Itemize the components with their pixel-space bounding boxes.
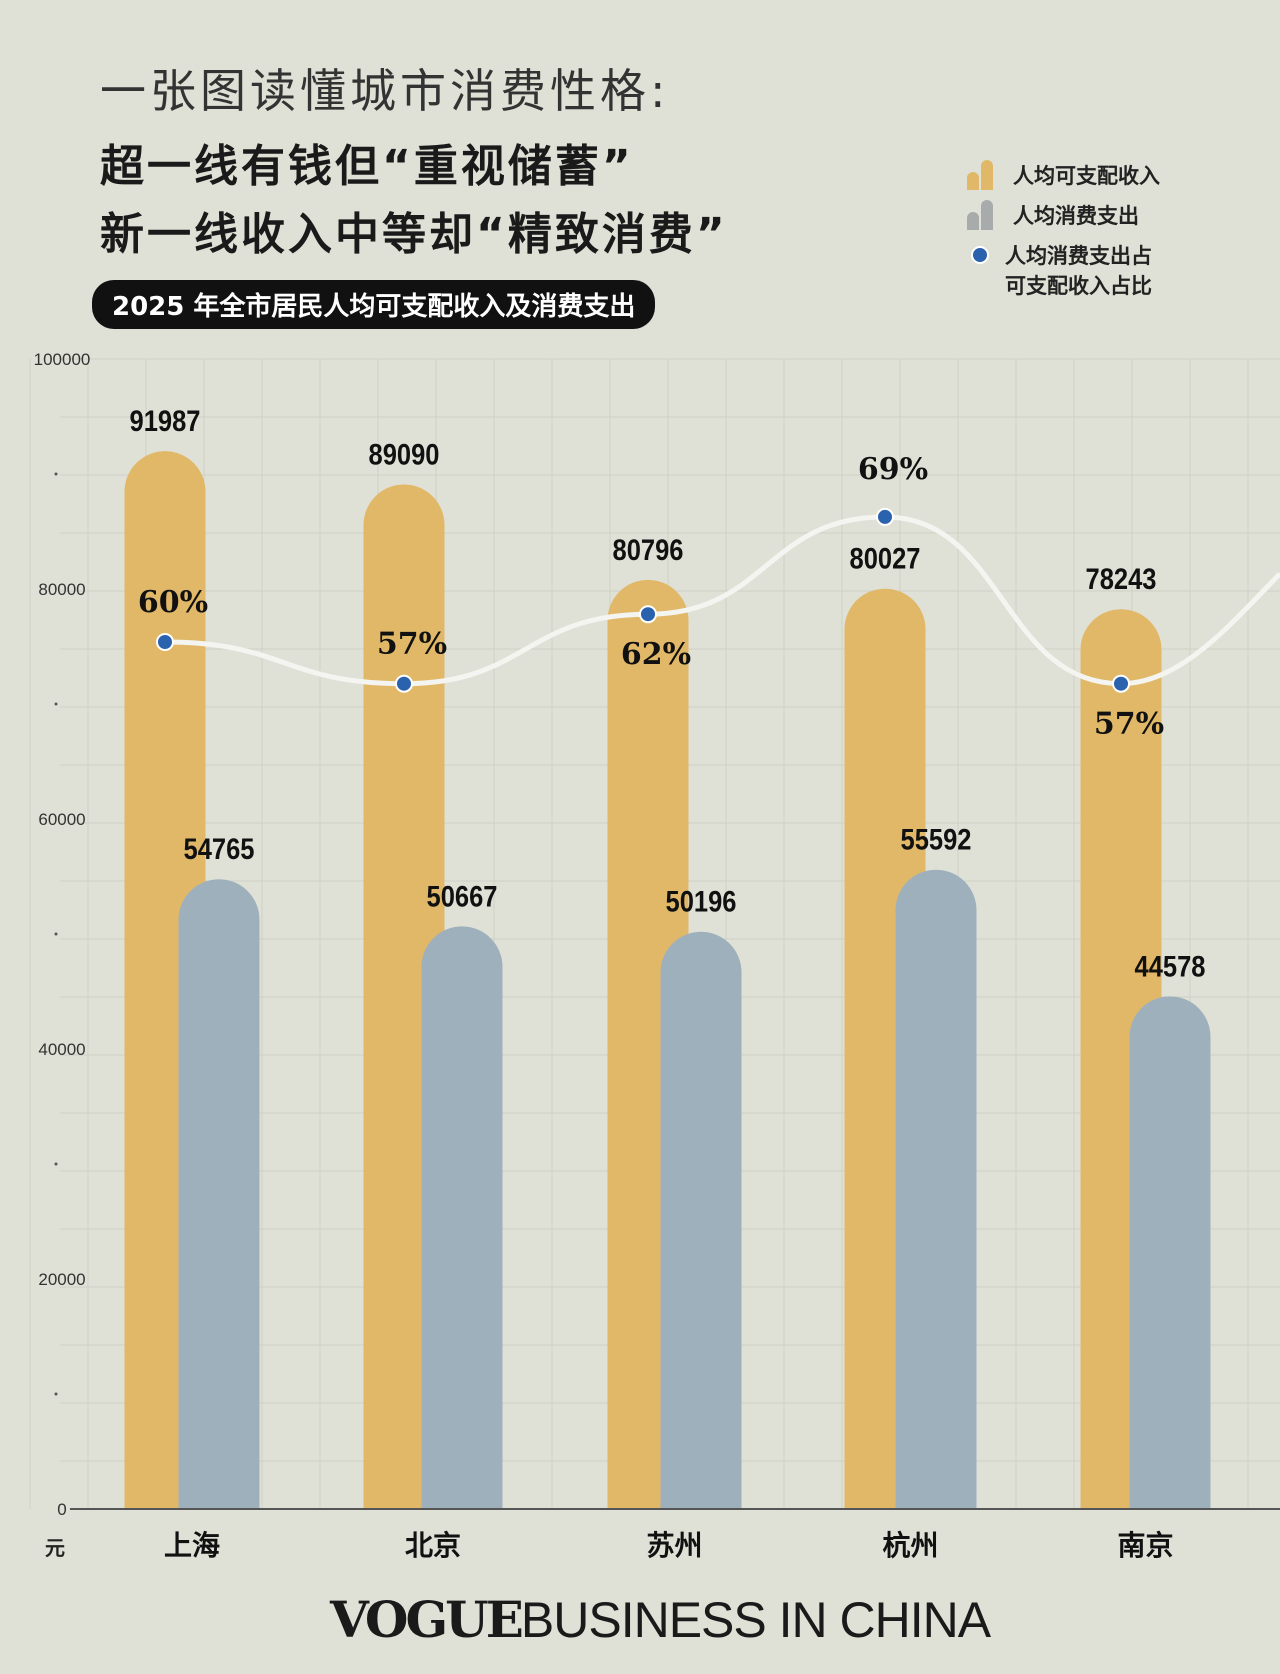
spending-bar [178, 879, 260, 1509]
ratio-point [156, 633, 174, 651]
spending-bar-label: 44578 [1135, 949, 1206, 982]
y-minor-tick [54, 702, 58, 706]
legend-label: 人均消费支出占 可支配收入占比 [1005, 240, 1152, 300]
income-bar-label: 91987 [130, 404, 201, 437]
x-tick-label: 苏州 [646, 1529, 702, 1562]
brand-logo: VOGUEBUSINESS IN CHINA [330, 1590, 991, 1649]
income-bar-label: 89090 [369, 438, 440, 471]
y-tick-label: 20000 [38, 1270, 85, 1289]
legend-label-line2: 可支配收入占比 [1005, 274, 1152, 298]
title-line1: 一张图读懂城市消费性格: [100, 64, 670, 118]
x-tick-label: 南京 [1117, 1529, 1173, 1562]
ratio-label: 60% [138, 585, 208, 620]
y-minor-tick [54, 1162, 58, 1166]
income-bar-label: 80027 [850, 542, 921, 575]
spending-bar [421, 926, 503, 1509]
chart-subtitle: 2025 年全市居民人均可支配收入及消费支出 [92, 280, 656, 329]
y-minor-tick [54, 1392, 58, 1396]
ratio-point [639, 605, 657, 624]
legend-label: 人均消费支出 [1013, 204, 1139, 228]
ratio-point [1112, 674, 1130, 693]
y-minor-tick [54, 932, 58, 936]
bar-icon [965, 160, 995, 190]
ratio-point [395, 674, 413, 693]
y-unit-label: 元 [45, 1536, 65, 1560]
x-tick-label: 上海 [164, 1529, 220, 1562]
spending-bar [895, 869, 977, 1509]
bar-icon [965, 200, 995, 230]
legend-label-line1: 人均消费支出占 [1005, 244, 1152, 268]
ratio-label: 57% [1094, 707, 1164, 742]
ratio-point [876, 507, 894, 526]
title-line3: 新一线收入中等却“精致消费” [100, 209, 728, 260]
spending-bar-label: 50667 [427, 879, 498, 912]
y-tick-label: 100000 [34, 350, 91, 369]
y-minor-tick [54, 472, 58, 476]
legend-item-spending: 人均消费支出 [965, 200, 1160, 230]
brand-rest: BUSINESS IN CHINA [520, 1592, 991, 1648]
dot-icon [971, 246, 989, 264]
legend-item-ratio: 人均消费支出占 可支配收入占比 [965, 240, 1160, 300]
ratio-label: 62% [621, 637, 691, 672]
x-tick-label: 北京 [405, 1529, 461, 1562]
spending-bar [660, 931, 742, 1509]
legend-label: 人均可支配收入 [1013, 164, 1160, 188]
spending-bar-label: 54765 [184, 832, 255, 865]
spending-bar [1129, 996, 1211, 1509]
ratio-label: 69% [858, 452, 928, 487]
income-bar-label: 80796 [613, 533, 684, 566]
income-bar-label: 78243 [1086, 562, 1157, 595]
brand-bold: VOGUE [330, 1590, 524, 1649]
y-tick-label: 60000 [38, 810, 85, 829]
spending-bar-label: 55592 [901, 823, 972, 856]
x-tick-label: 杭州 [882, 1529, 938, 1562]
legend-item-income: 人均可支配收入 [965, 160, 1160, 190]
title-line2: 超一线有钱但“重视储蓄” [100, 141, 634, 192]
y-tick-label: 80000 [38, 580, 85, 599]
y-tick-label: 40000 [38, 1040, 85, 1059]
spending-bar-label: 50196 [666, 885, 737, 918]
y-tick-label: 0 [57, 1500, 66, 1519]
legend: 人均可支配收入 人均消费支出 人均消费支出占 可支配收入占比 [965, 160, 1160, 310]
ratio-label: 57% [377, 627, 447, 662]
